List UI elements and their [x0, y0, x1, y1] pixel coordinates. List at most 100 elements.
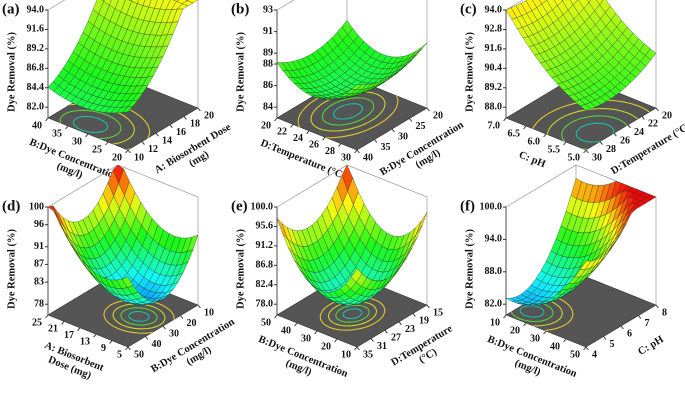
axis-tick-label: 15: [433, 307, 443, 318]
axis-tick: [613, 132, 617, 137]
axis-tick: [183, 116, 187, 120]
axis-tick-label: 5: [117, 349, 122, 360]
z-axis-label: Dye Removal (%): [6, 229, 17, 309]
contour: [332, 103, 364, 120]
surface-cell: [416, 42, 428, 54]
z-tick-label: 91: [34, 241, 44, 252]
axis-tick: [169, 124, 173, 129]
z-tick-label: 82.0: [485, 298, 503, 309]
z-tick-label: 100: [29, 201, 44, 212]
axis-tick: [655, 304, 659, 309]
axis-tick: [61, 321, 65, 325]
contour: [519, 305, 545, 318]
axis-tick: [583, 149, 587, 154]
axis-tick: [374, 139, 378, 143]
axis-tick-label: 17: [64, 330, 74, 341]
axis-tick-label: 20: [112, 152, 122, 163]
z-axis-label: Dye Removal (%): [235, 229, 246, 309]
axis-tick: [127, 346, 131, 351]
axis-tick: [543, 133, 547, 138]
axis-tick: [356, 149, 360, 154]
axis-tick: [45, 314, 49, 319]
z-tick-label: 100.0: [480, 201, 503, 212]
z-axis-label: Dye Removal (%): [464, 32, 475, 112]
z-axis-label: Dye Removal (%): [464, 229, 475, 309]
y-axis-label-line: D:Temperature (°C): [259, 138, 348, 182]
z-tick-label: 88: [263, 58, 273, 69]
z-tick-label: 89.2: [485, 82, 503, 93]
axis-tick: [585, 149, 589, 154]
axis-tick-label: 5.0: [568, 152, 581, 163]
z-tick-label: 95.6: [256, 221, 274, 232]
z-tick-label: 91.2: [256, 240, 274, 251]
z-tick-label: 91.6: [485, 43, 503, 54]
axis-tick: [563, 338, 567, 343]
axis-tick: [627, 124, 631, 129]
z-tick-label: 89.2: [27, 43, 45, 54]
axis-tick-label: 20: [204, 110, 214, 121]
x-axis-label: A: Biosorbent Dose(mg): [153, 122, 233, 176]
surface-panel: (f) Dye Removal (%) 82.0 88.0 94.0 100.0 10 20 3…: [460, 164, 667, 380]
axis-tick-label: 26: [309, 139, 319, 150]
axis-tick: [334, 338, 338, 343]
axis-tick-label: 10: [134, 152, 144, 163]
axis-tick: [543, 330, 547, 335]
y-axis-label-line: C: pH: [517, 150, 547, 171]
z-tick-label: 87: [34, 259, 44, 270]
axis-tick: [314, 330, 318, 335]
axis-tick-label: 24: [293, 133, 303, 144]
axis-tick: [274, 314, 278, 319]
axis-tick: [585, 346, 589, 351]
axis-tick-label: 40: [281, 325, 291, 336]
axis-tick-label: 31: [377, 341, 387, 352]
surface-cell: [416, 212, 428, 235]
z-tick-label: 88.0: [485, 266, 503, 277]
surface-panel: (a) Dye Removal (%) 82.0 84.4 86.8 89.2 91.6 94…: [2, 0, 233, 183]
axis-tick-label: 25: [32, 317, 42, 328]
axis-tick-label: 5: [610, 339, 615, 350]
panel-label: (e): [231, 198, 248, 214]
axis-tick: [412, 313, 416, 317]
axis-tick-label: 23: [405, 324, 415, 335]
z-tick-label: 86.8: [256, 260, 274, 271]
axis-tick-label: 9: [101, 343, 106, 354]
contour: [321, 97, 375, 126]
contour: [575, 122, 615, 143]
axis-tick-label: 22: [648, 119, 658, 130]
axis-tick: [426, 107, 430, 112]
axis-tick: [274, 117, 278, 122]
axis-tick-label: 20: [510, 325, 520, 336]
axis-tick: [290, 124, 294, 128]
z-tick-label: 78: [34, 298, 44, 309]
surface-cell: [410, 47, 422, 58]
axis-tick-label: 20: [187, 318, 197, 329]
z-tick-label: 94.0: [27, 4, 45, 15]
z-tick-label: 82.0: [27, 101, 45, 112]
panel-label: (c): [460, 1, 477, 17]
axis-tick: [370, 338, 374, 342]
contour: [128, 310, 150, 322]
axis-tick: [141, 141, 145, 145]
axis-tick: [638, 315, 642, 319]
surface-panel: (c) Dye Removal (%) 88.0 89.2 90.4 91.6 92.8 94…: [460, 0, 685, 177]
axis-tick: [125, 149, 129, 154]
axis-tick-label: 5.5: [548, 144, 561, 155]
axis-tick-label: 13: [80, 336, 90, 347]
axis-tick-label: 6.0: [528, 136, 541, 147]
surface-cell: [579, 104, 592, 111]
z-tick-label: 83: [34, 276, 44, 287]
z-tick-label: 92.8: [485, 24, 503, 35]
z-tick-label: 91.6: [27, 24, 45, 35]
axis-tick-label: 6: [627, 328, 632, 339]
axis-tick-label: 40: [363, 152, 373, 163]
z-tick-label: 91: [263, 26, 273, 37]
z-tick-label: 86.8: [27, 63, 45, 74]
surface-cell: [350, 84, 363, 90]
axis-tick: [125, 346, 129, 351]
axis-tick: [356, 346, 360, 351]
z-tick-label: 100.0: [251, 201, 274, 212]
axis-tick-label: 30: [592, 152, 602, 163]
axis-tick-label: 20: [662, 110, 672, 121]
